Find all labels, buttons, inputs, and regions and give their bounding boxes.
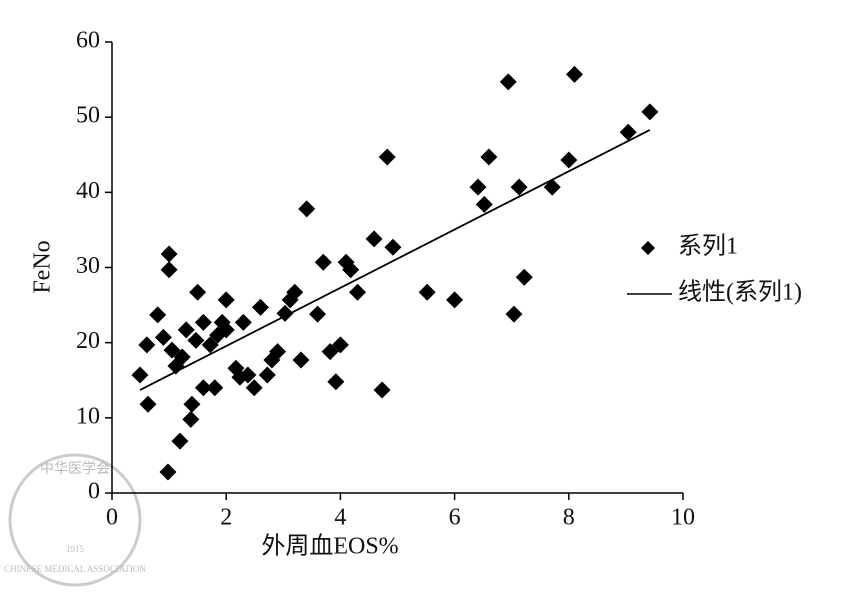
point bbox=[349, 283, 367, 301]
x-tick-label: 6 bbox=[449, 505, 461, 531]
y-tick-label: 20 bbox=[76, 328, 100, 354]
legend-label: 线性(系列1) bbox=[678, 279, 802, 306]
y-tick-label: 50 bbox=[76, 103, 100, 129]
point bbox=[160, 261, 178, 279]
point bbox=[321, 343, 339, 361]
point bbox=[309, 305, 327, 323]
legend-label: 系列1 bbox=[678, 233, 738, 260]
watermark-text: 中华医学会 bbox=[40, 461, 110, 477]
point bbox=[245, 379, 263, 397]
point bbox=[194, 313, 212, 331]
point bbox=[314, 253, 332, 271]
point bbox=[418, 283, 436, 301]
x-tick-label: 4 bbox=[334, 505, 346, 531]
point bbox=[182, 410, 200, 428]
y-tick-label: 40 bbox=[76, 178, 100, 204]
point bbox=[217, 321, 235, 339]
point bbox=[234, 313, 252, 331]
point bbox=[378, 148, 396, 166]
point bbox=[139, 395, 157, 413]
point bbox=[258, 366, 276, 384]
x-tick-label: 8 bbox=[563, 505, 575, 531]
x-tick-label: 2 bbox=[220, 505, 232, 531]
watermark-ring bbox=[8, 453, 142, 587]
point bbox=[201, 336, 219, 354]
point bbox=[469, 178, 487, 196]
x-axis-label: 外周血EOS% bbox=[261, 533, 398, 560]
point bbox=[131, 366, 149, 384]
point bbox=[159, 463, 177, 481]
point bbox=[194, 379, 212, 397]
point bbox=[183, 395, 201, 413]
point bbox=[189, 283, 207, 301]
x-tick-label: 10 bbox=[671, 505, 695, 531]
point bbox=[138, 336, 156, 354]
point bbox=[515, 268, 533, 286]
point bbox=[171, 432, 189, 450]
point bbox=[154, 328, 172, 346]
point bbox=[560, 151, 578, 169]
point bbox=[446, 291, 464, 309]
point bbox=[160, 245, 178, 263]
watermark-text: CHINESE MEDICAL ASSOCIATION bbox=[4, 564, 146, 574]
point bbox=[239, 366, 257, 384]
point bbox=[149, 306, 167, 324]
point bbox=[505, 305, 523, 323]
point bbox=[251, 298, 269, 316]
point bbox=[641, 103, 659, 121]
watermark-text: 1915 bbox=[66, 544, 85, 554]
point bbox=[499, 73, 517, 91]
y-tick-label: 30 bbox=[76, 253, 100, 279]
point bbox=[286, 283, 304, 301]
point bbox=[373, 381, 391, 399]
point bbox=[475, 195, 493, 213]
point bbox=[342, 261, 360, 279]
y-axis-label: FeNo bbox=[30, 240, 56, 293]
point bbox=[566, 65, 584, 83]
point bbox=[327, 373, 345, 391]
x-tick-label: 0 bbox=[106, 505, 118, 531]
point bbox=[163, 341, 181, 359]
y-tick-label: 60 bbox=[76, 28, 100, 54]
point bbox=[269, 343, 287, 361]
point bbox=[177, 321, 195, 339]
point bbox=[365, 230, 383, 248]
point bbox=[619, 123, 637, 141]
y-tick-label: 10 bbox=[76, 403, 100, 429]
point bbox=[543, 178, 561, 196]
point bbox=[298, 200, 316, 218]
point bbox=[384, 238, 402, 256]
trend-line bbox=[139, 129, 651, 391]
point bbox=[187, 331, 205, 349]
point bbox=[331, 336, 349, 354]
point bbox=[173, 348, 191, 366]
point bbox=[480, 148, 498, 166]
point bbox=[206, 379, 224, 397]
legend-swatch bbox=[641, 241, 655, 255]
point bbox=[217, 291, 235, 309]
point bbox=[292, 351, 310, 369]
point bbox=[510, 178, 528, 196]
y-tick-label: 0 bbox=[88, 479, 100, 505]
